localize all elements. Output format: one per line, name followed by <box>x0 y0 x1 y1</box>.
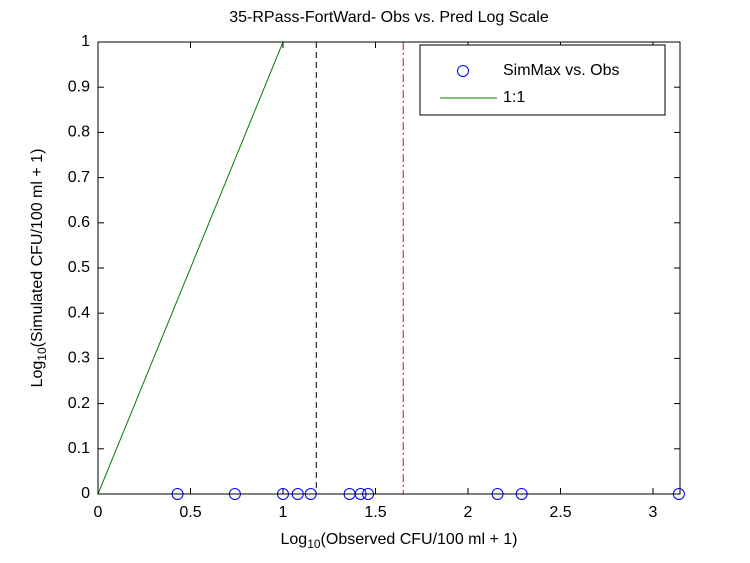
y-tick-label: 0.4 <box>68 304 90 321</box>
x-axis-label: Log10(Observed CFU/100 ml + 1) <box>280 531 517 551</box>
x-tick-label: 3 <box>649 504 658 521</box>
x-tick-label: 1.5 <box>364 504 386 521</box>
legend-box <box>419 44 666 116</box>
y-tick-label: 0.3 <box>68 350 90 367</box>
y-axis-label: Log10(Simulated CFU/100 ml + 1) <box>29 149 49 388</box>
y-axis-label-rest: (Simulated CFU/100 ml + 1) <box>29 149 46 348</box>
y-tick-label: 0.9 <box>68 78 90 95</box>
y-tick-label: 1 <box>81 33 90 50</box>
x-axis-label-sub: 10 <box>307 537 321 551</box>
legend-swatch <box>457 65 469 77</box>
legend-label: 1:1 <box>503 89 525 106</box>
x-tick-label: 2.5 <box>549 504 571 521</box>
y-tick-label: 0.2 <box>68 395 90 412</box>
line-series <box>98 42 284 494</box>
x-tick-label: 0 <box>94 504 103 521</box>
x-tick-label: 2 <box>464 504 473 521</box>
chart-title: 35-RPass-FortWard- Obs vs. Pred Log Scal… <box>229 9 549 26</box>
y-tick-label: 0.7 <box>68 169 90 186</box>
x-tick-label: 1 <box>279 504 288 521</box>
axes-box <box>97 41 681 495</box>
y-tick-label: 0 <box>81 485 90 502</box>
y-tick-label: 0.5 <box>68 259 90 276</box>
plot-area <box>98 42 680 494</box>
y-tick-label: 0.1 <box>68 440 90 457</box>
y-axis-label-base: Log <box>29 361 46 388</box>
x-tick-label: 0.5 <box>179 504 201 521</box>
x-axis-label-rest: (Observed CFU/100 ml + 1) <box>321 531 518 548</box>
y-tick-label: 0.8 <box>68 124 90 141</box>
legend-label: SimMax vs. Obs <box>503 62 619 79</box>
y-axis-label-sub: 10 <box>35 347 49 361</box>
x-axis-label-base: Log <box>280 531 307 548</box>
y-tick-label: 0.6 <box>68 214 90 231</box>
